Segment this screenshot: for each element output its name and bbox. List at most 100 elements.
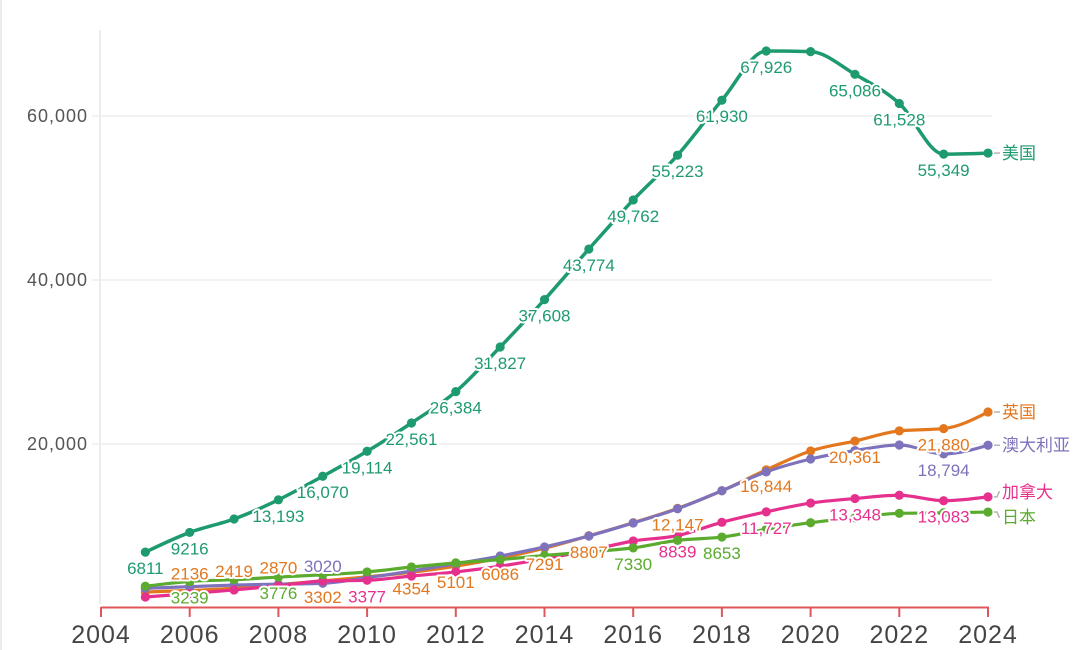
x-axis: 2004 2006 2008 2010 2012 2014 2016 2018 2020 2022… [71,606,1018,649]
point-uk-2024 [983,407,993,417]
point-us-2024 [983,148,993,158]
point-us-2019 [761,46,771,56]
point-japan-2022 [894,508,904,518]
point-japan-2010 [362,567,372,577]
point-japan-2016 [628,543,638,553]
point-japan-2008 [273,572,283,582]
point-canada-2012 [451,567,461,577]
data-label-uk-2017: 12,147 [652,515,704,534]
point-uk-2021 [850,436,860,446]
point-canada-2016 [628,536,638,546]
point-australia-2014 [539,542,550,552]
y-tick-label: 40,000 [27,270,88,290]
series-label-uk: 英国 [1002,403,1036,423]
data-label-uk-2015: 8807 [570,543,608,562]
point-japan-2015 [584,547,594,557]
point-japan-2011 [406,562,417,572]
data-label-japan-2016: 7330 [614,555,652,574]
point-us-2011 [406,418,417,428]
point-canada-2024 [983,492,993,502]
x-tick-label: 2006 [160,621,220,649]
point-japan-2021 [850,513,860,523]
y-axis: 20,000 40,000 60,000 [27,106,88,454]
point-us-2022 [894,98,904,109]
point-canada-2019 [761,507,771,517]
point-japan-2020 [806,518,816,528]
data-label-us-2006: 9216 [171,539,209,558]
point-japan-2005 [140,581,150,591]
point-uk-2023 [939,423,949,434]
data-label-us-2015: 43,774 [563,256,615,275]
point-japan-2023 [939,508,949,518]
data-label-uk-2006: 2136 [171,564,209,583]
point-us-2010 [362,446,372,456]
data-label-uk-2014: 7291 [526,555,564,574]
x-tick-label: 2024 [958,621,1018,649]
point-canada-2020 [806,498,816,508]
point-us-2013 [495,342,505,352]
point-australia-2023 [939,449,949,459]
point-us-2020 [806,47,816,57]
point-japan-2007 [229,575,239,585]
point-canada-2021 [850,493,860,504]
leader-line-japan [994,511,1000,518]
point-canada-2013 [495,561,505,571]
point-japan-2017 [672,535,683,545]
point-canada-2023 [939,496,949,506]
data-label-us-2005: 6811 [127,559,164,578]
point-canada-2011 [406,571,417,581]
point-us-2007 [229,514,239,524]
data-label-us-2018: 61,930 [696,107,748,126]
point-canada-2018 [717,517,727,527]
point-japan-2018 [717,532,727,542]
point-canada-2010 [362,575,372,585]
point-australia-2015 [584,531,594,541]
data-label-us-2022: 61,528 [873,110,925,129]
point-canada-2005 [140,592,150,602]
series-label-australia: 澳大利亚 [1002,436,1070,456]
y-tick-label: 20,000 [27,434,88,454]
series-label-japan: 日本 [1002,508,1036,528]
data-label-uk-2008: 2870 [259,558,297,577]
leader-line-canada [994,491,1000,498]
data-label-australia-2023: 18,794 [918,461,970,480]
point-us-2015 [584,244,594,254]
point-us-2018 [717,95,727,105]
x-tick-label: 2020 [781,621,841,649]
data-label-canada-2023: 13,083 [918,508,970,527]
data-label-us-2013: 31,827 [474,354,526,373]
point-australia-2017 [672,504,683,514]
series-points [140,46,993,602]
x-tick-label: 2004 [71,621,131,649]
line-us [143,49,990,554]
data-label-us-2019: 67,926 [740,58,792,77]
data-label-us-2014: 37,608 [519,307,571,326]
data-label-japan-2018: 8653 [703,544,741,563]
data-label-uk-2013: 6086 [481,565,519,584]
point-japan-2019 [761,524,771,534]
x-tick-label: 2018 [692,621,752,649]
point-japan-2012 [451,558,461,568]
point-australia-2019 [761,467,771,477]
data-label-uk-2009: 3302 [304,588,342,607]
data-label-uk-2021: 20,361 [829,448,881,467]
data-label-us-2017: 55,223 [652,162,704,181]
point-australia-2016 [628,518,638,528]
data-label-japan-2006: 3239 [171,588,209,607]
point-us-2014 [539,295,550,305]
point-us-2005 [140,547,150,557]
point-australia-2022 [894,440,904,450]
point-us-2009 [318,471,328,481]
point-canada-2007 [229,585,239,595]
x-tick-label: 2014 [515,621,575,649]
data-label-uk-2007: 2419 [215,562,253,581]
series-label-us: 美国 [1002,144,1036,164]
data-label-uk-2012: 5101 [437,573,475,592]
point-japan-2006 [185,576,195,587]
data-label-australia-2009: 3020 [304,557,342,576]
data-label-us-2023: 55,349 [918,161,970,180]
point-us-2006 [185,527,195,538]
data-label-us-2010: 19,114 [342,458,393,477]
y-tick-label: 60,000 [27,106,88,126]
